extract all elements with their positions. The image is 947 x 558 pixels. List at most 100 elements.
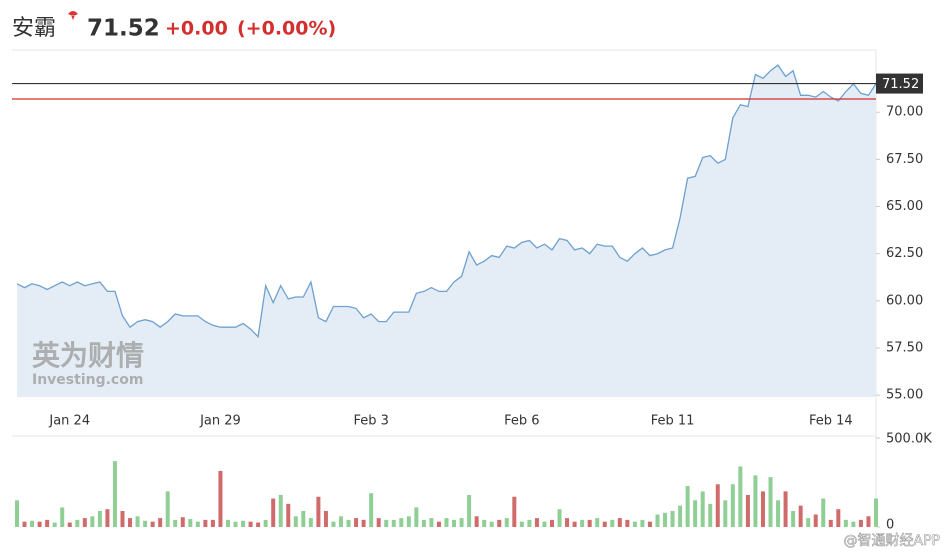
volume-bar — [632, 521, 637, 527]
y-tick-label: 55.00 — [886, 388, 923, 403]
volume-bar — [233, 521, 238, 527]
volume-bar — [444, 518, 449, 527]
volume-bar — [670, 510, 675, 527]
volume-bar — [346, 519, 351, 527]
flag-icon — [68, 11, 78, 20]
volume-bar — [625, 519, 630, 527]
volume-bar — [572, 521, 577, 527]
y-tick-label: 62.50 — [886, 246, 923, 261]
volume-bar — [331, 521, 336, 527]
volume-bar — [655, 514, 660, 527]
volume-bar — [452, 519, 457, 527]
volume-bar — [595, 518, 600, 527]
volume-bar — [15, 500, 19, 527]
volume-bar — [429, 518, 434, 527]
volume-bar — [851, 521, 856, 527]
volume-bar — [557, 509, 562, 527]
area — [17, 65, 876, 397]
volume-bar — [90, 516, 95, 527]
volume-bar — [723, 500, 728, 527]
volume-bar — [173, 519, 178, 527]
volume-bar — [75, 519, 80, 527]
price-tag-label: 71.52 — [882, 77, 919, 92]
volume-bar — [587, 519, 592, 527]
volume-bar — [376, 518, 381, 527]
volume-bar — [745, 494, 750, 527]
volume-bar — [406, 516, 411, 527]
volume-bar — [414, 507, 419, 527]
volume-bar — [806, 518, 811, 527]
volume-bar — [180, 517, 185, 527]
volume-bar — [143, 520, 148, 527]
volume-bar — [105, 509, 110, 527]
volume-bar — [354, 518, 359, 527]
volume-bar — [836, 509, 841, 527]
volume-bar — [693, 500, 698, 527]
volume-bar — [391, 519, 396, 527]
change: +0.00 — [165, 18, 228, 40]
change-percent: (+0.00%) — [237, 18, 336, 40]
volume-bar — [323, 510, 328, 527]
price-tag — [876, 73, 923, 94]
volume-bar — [150, 521, 155, 527]
volume-bar — [512, 496, 517, 527]
volume-bar — [339, 516, 344, 527]
y-tick-label: 500.0K — [886, 432, 932, 447]
volume-bar — [489, 521, 494, 527]
x-tick-label: Jan 29 — [199, 414, 241, 429]
volume-bar — [37, 521, 42, 527]
volume-bar — [791, 510, 796, 527]
volume-bar — [158, 518, 163, 527]
x-tick-label: Feb 3 — [353, 414, 388, 429]
volume-bar — [504, 518, 509, 527]
volume-bar — [549, 519, 554, 527]
volume-bar — [188, 518, 193, 527]
volume-bar — [527, 519, 532, 527]
volume-bar — [256, 522, 261, 527]
y-tick-label: 65.00 — [886, 199, 923, 214]
x-tick-label: Feb 11 — [651, 414, 695, 429]
volume-bar — [580, 519, 585, 527]
volume-bar — [218, 470, 223, 527]
volume-bar — [241, 520, 246, 527]
y-tick-label: 0 — [886, 518, 894, 533]
volume-bar — [52, 522, 57, 527]
volume-bar — [225, 519, 230, 527]
volume-bar — [828, 519, 833, 527]
volume-bar — [165, 491, 170, 527]
volume-bar — [843, 519, 848, 527]
price-line — [16, 64, 877, 339]
volume-bar — [263, 519, 268, 527]
volume-bar — [700, 491, 705, 527]
volume-bar — [120, 510, 125, 527]
credit: @智通财经APP — [844, 533, 940, 549]
volume-bar — [112, 461, 117, 527]
volume-bar — [640, 519, 645, 527]
volume-bar — [685, 486, 690, 527]
volume-bar — [128, 518, 133, 527]
volume-bar — [760, 491, 765, 527]
volume-bar — [248, 521, 253, 527]
volume-bar — [866, 516, 871, 527]
volume-bar — [602, 521, 607, 527]
volume-bar — [278, 494, 283, 527]
price: 71.52 — [87, 16, 160, 42]
volume-bar — [67, 522, 72, 527]
volume-bar — [708, 503, 713, 527]
volume-bar — [203, 519, 208, 527]
volume-bar — [776, 500, 781, 527]
y-tick-label: 60.00 — [886, 293, 923, 308]
volume-bar — [135, 516, 140, 527]
volume-bar — [874, 498, 878, 527]
volume-bar — [45, 519, 50, 527]
volume-bar — [60, 507, 65, 527]
volume-bar — [482, 519, 487, 527]
x-tick-label: Feb 6 — [504, 414, 539, 429]
volume-bar — [22, 521, 27, 527]
volume-bar — [542, 521, 547, 527]
volume-bar — [195, 521, 200, 527]
volume-bar — [30, 520, 35, 527]
volume-bar — [97, 510, 102, 527]
y-tick-label: 57.50 — [886, 340, 923, 355]
volume-bar — [678, 505, 683, 527]
